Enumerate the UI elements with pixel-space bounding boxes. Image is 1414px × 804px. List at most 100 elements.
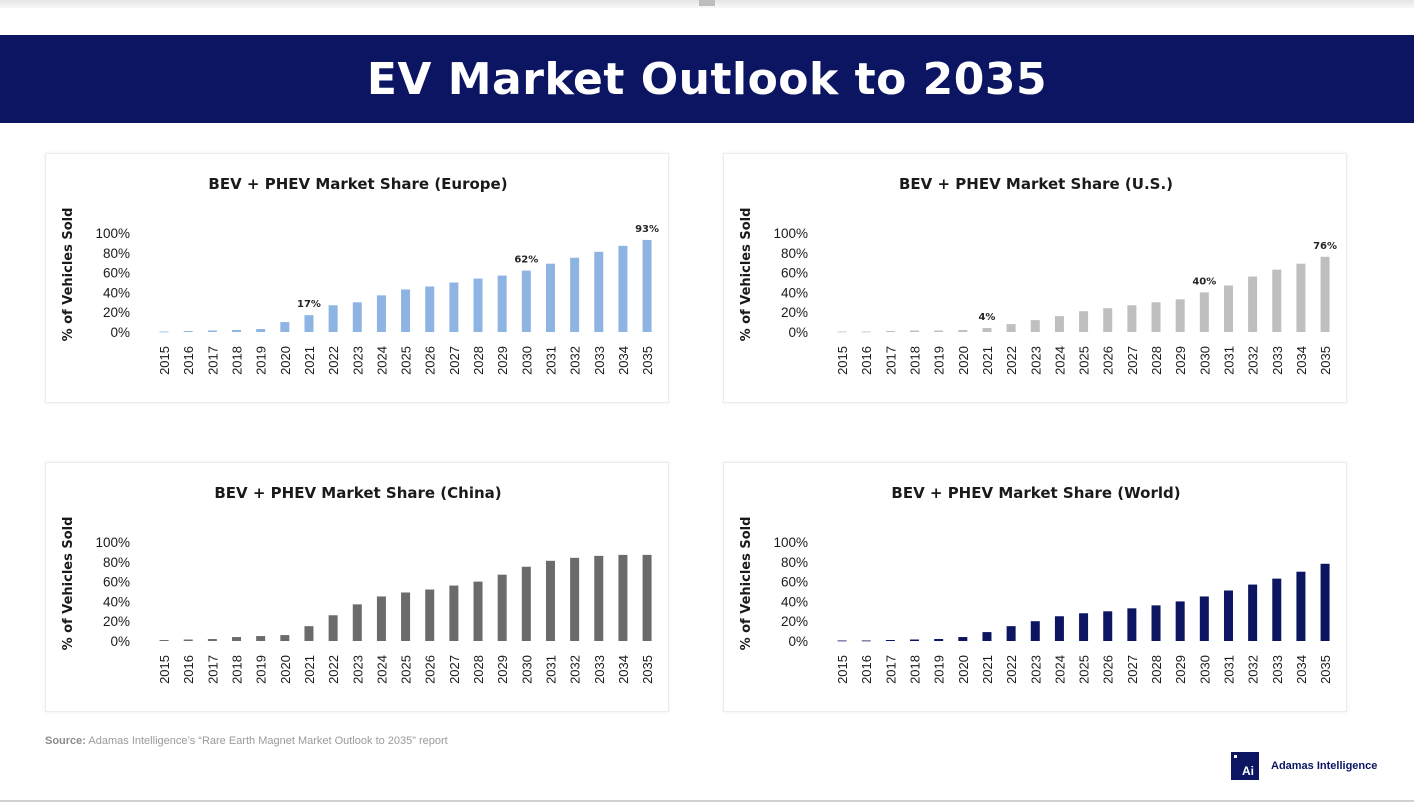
x-tick-label: 2016 xyxy=(181,346,196,375)
chart-title: BEV + PHEV Market Share (China) xyxy=(214,484,501,502)
y-axis-label: % of Vehicles Sold xyxy=(61,208,76,342)
y-tick-label: 60% xyxy=(103,575,130,590)
bar xyxy=(304,315,314,332)
x-tick-label: 2029 xyxy=(495,346,510,375)
title-banner: EV Market Outlook to 2035 xyxy=(0,35,1414,123)
bar xyxy=(304,626,314,641)
x-tick-label: 2032 xyxy=(1246,655,1261,684)
x-tick-label: 2023 xyxy=(1028,346,1043,375)
y-tick-label: 60% xyxy=(781,575,808,590)
bar xyxy=(1103,308,1113,332)
x-tick-label: 2034 xyxy=(616,655,631,684)
x-tick-label: 2034 xyxy=(616,346,631,375)
bar xyxy=(232,330,242,332)
source-note: Source: Adamas Intelligence’s “Rare Eart… xyxy=(45,735,448,747)
x-tick-label: 2017 xyxy=(205,346,220,375)
x-tick-label: 2018 xyxy=(908,346,923,375)
bar xyxy=(910,639,920,641)
x-tick-label: 2023 xyxy=(1028,655,1043,684)
data-label: 62% xyxy=(514,255,538,266)
bar xyxy=(183,639,193,641)
bar xyxy=(376,295,386,332)
bar xyxy=(570,557,580,641)
bar xyxy=(837,331,847,333)
bar xyxy=(521,270,531,332)
x-tick-label: 2018 xyxy=(908,655,923,684)
x-tick-label: 2020 xyxy=(278,346,293,375)
x-tick-label: 2015 xyxy=(835,346,850,375)
x-tick-label: 2020 xyxy=(956,346,971,375)
x-tick-label: 2024 xyxy=(1052,655,1067,684)
bar xyxy=(1272,269,1282,332)
chart-world: BEV + PHEV Market Share (World) % of Vehi… xyxy=(739,484,1333,684)
y-tick-label: 80% xyxy=(781,555,808,570)
y-tick-label: 100% xyxy=(95,226,130,241)
bar xyxy=(280,322,290,332)
chart-panel-world: BEV + PHEV Market Share (World) % of Vehi… xyxy=(723,462,1347,712)
y-tick-label: 20% xyxy=(103,305,130,320)
x-tick-label: 2017 xyxy=(883,655,898,684)
logo-mark-text: Ai xyxy=(1242,764,1254,778)
bar xyxy=(256,636,266,641)
chart-title: BEV + PHEV Market Share (U.S.) xyxy=(899,175,1173,193)
y-tick-label: 0% xyxy=(110,634,130,649)
y-tick-label: 20% xyxy=(781,305,808,320)
bar xyxy=(1199,292,1209,332)
x-tick-label: 2026 xyxy=(423,346,438,375)
bar xyxy=(1296,571,1306,641)
chart-panel-us: BEV + PHEV Market Share (U.S.) % of Vehic… xyxy=(723,153,1347,403)
bottom-rule xyxy=(0,800,1414,802)
bar xyxy=(885,640,895,641)
y-tick-label: 100% xyxy=(95,535,130,550)
y-tick-label: 40% xyxy=(781,285,808,300)
y-tick-label: 0% xyxy=(788,325,808,340)
y-tick-label: 80% xyxy=(103,555,130,570)
logo-name: Adamas Intelligence xyxy=(1271,760,1378,772)
x-tick-label: 2017 xyxy=(883,346,898,375)
x-tick-label: 2021 xyxy=(980,346,995,375)
chart-china: BEV + PHEV Market Share (China) % of Vehi… xyxy=(61,484,655,684)
bar xyxy=(401,289,411,332)
bar xyxy=(594,251,604,332)
bar xyxy=(1175,299,1185,332)
bar xyxy=(425,589,435,641)
x-tick-label: 2018 xyxy=(230,346,245,375)
x-tick-label: 2019 xyxy=(932,346,947,375)
x-tick-label: 2033 xyxy=(1270,346,1285,375)
x-tick-label: 2030 xyxy=(1197,655,1212,684)
chart-europe: BEV + PHEV Market Share (Europe) % of Veh… xyxy=(61,175,659,375)
bar xyxy=(449,585,459,641)
y-tick-label: 100% xyxy=(773,226,808,241)
x-tick-label: 2035 xyxy=(1318,346,1333,375)
x-tick-label: 2022 xyxy=(326,346,341,375)
chart-us: BEV + PHEV Market Share (U.S.) % of Vehic… xyxy=(739,175,1337,375)
bar xyxy=(1248,584,1258,641)
x-tick-label: 2031 xyxy=(543,346,558,375)
x-tick-label: 2029 xyxy=(1173,346,1188,375)
bar xyxy=(934,639,944,641)
x-tick-label: 2029 xyxy=(1173,655,1188,684)
x-tick-label: 2019 xyxy=(932,655,947,684)
x-tick-label: 2022 xyxy=(1004,346,1019,375)
bar xyxy=(352,604,362,641)
bar xyxy=(497,275,507,332)
y-tick-label: 60% xyxy=(103,266,130,281)
x-tick-label: 2034 xyxy=(1294,655,1309,684)
x-tick-label: 2027 xyxy=(447,655,462,684)
bar xyxy=(1272,578,1282,641)
bar xyxy=(425,286,435,332)
x-tick-label: 2022 xyxy=(326,655,341,684)
x-tick-label: 2022 xyxy=(1004,655,1019,684)
x-tick-label: 2032 xyxy=(568,655,583,684)
bar xyxy=(497,574,507,641)
y-tick-label: 60% xyxy=(781,266,808,281)
bar xyxy=(982,328,992,332)
x-tick-label: 2027 xyxy=(1125,346,1140,375)
y-tick-label: 20% xyxy=(103,614,130,629)
chart-panel-europe: BEV + PHEV Market Share (Europe) % of Veh… xyxy=(45,153,669,403)
y-tick-label: 40% xyxy=(103,594,130,609)
y-axis-label: % of Vehicles Sold xyxy=(739,208,754,342)
x-tick-label: 2024 xyxy=(374,655,389,684)
bar xyxy=(521,566,531,641)
x-tick-label: 2020 xyxy=(956,655,971,684)
